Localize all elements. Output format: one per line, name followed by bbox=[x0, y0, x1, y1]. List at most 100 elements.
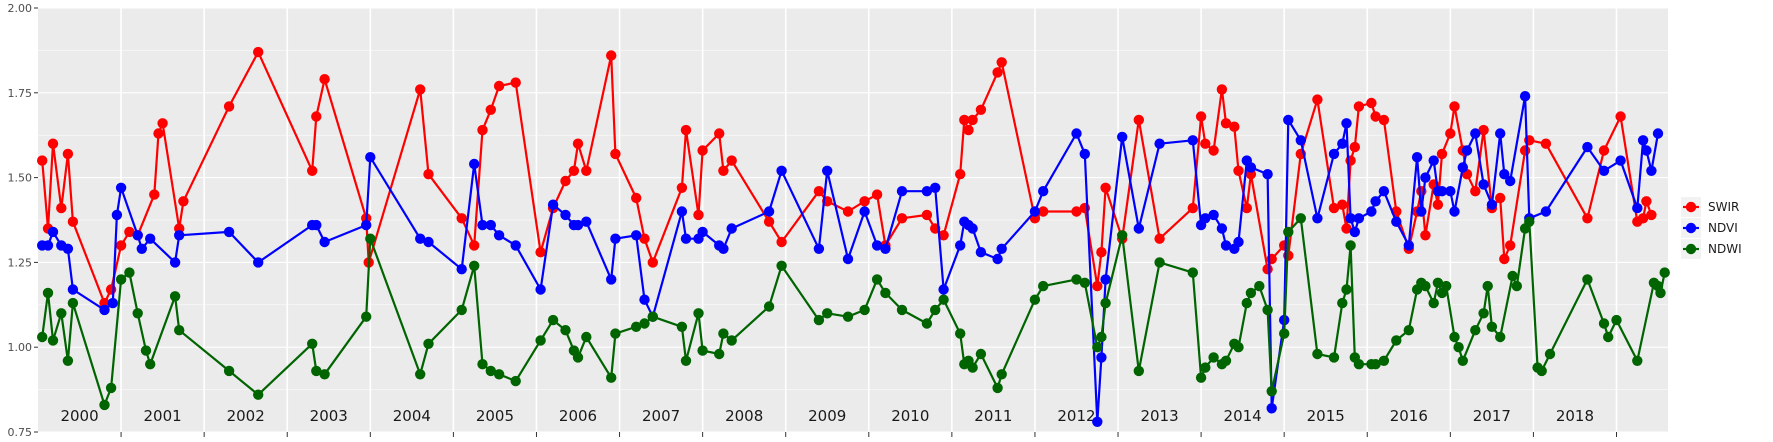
data-point bbox=[921, 209, 933, 221]
data-point bbox=[680, 233, 692, 244]
data-point bbox=[477, 219, 488, 231]
data-point bbox=[1432, 277, 1444, 288]
data-point bbox=[1241, 297, 1253, 309]
year-label: 2002 bbox=[227, 407, 265, 425]
data-point bbox=[1478, 179, 1489, 190]
data-point bbox=[1312, 213, 1323, 224]
data-point bbox=[1092, 280, 1103, 292]
data-point bbox=[822, 165, 833, 176]
data-point bbox=[47, 226, 59, 238]
data-point bbox=[1598, 318, 1610, 329]
data-point bbox=[1403, 325, 1415, 336]
data-point bbox=[996, 57, 1007, 68]
y-tick-label: 2.00 bbox=[8, 2, 33, 15]
data-point bbox=[1349, 226, 1361, 238]
year-label: 2001 bbox=[144, 407, 182, 425]
data-point bbox=[859, 304, 870, 316]
data-point bbox=[1133, 223, 1145, 234]
data-point bbox=[1208, 352, 1219, 363]
data-point bbox=[1524, 216, 1535, 227]
data-point bbox=[1411, 152, 1423, 163]
data-point bbox=[307, 165, 318, 176]
year-label: 2018 bbox=[1556, 407, 1594, 425]
data-point bbox=[1295, 135, 1307, 146]
data-point bbox=[485, 104, 496, 116]
data-point bbox=[967, 114, 978, 126]
data-point bbox=[1295, 213, 1307, 224]
data-point bbox=[967, 223, 978, 234]
data-point bbox=[510, 375, 521, 387]
data-point bbox=[714, 128, 725, 139]
data-point bbox=[132, 230, 143, 241]
series-layer bbox=[37, 46, 1670, 427]
data-point bbox=[493, 230, 505, 241]
data-point bbox=[639, 318, 650, 329]
year-label: 2017 bbox=[1473, 407, 1511, 425]
data-point bbox=[1245, 162, 1257, 173]
data-point bbox=[859, 196, 870, 207]
data-point bbox=[253, 389, 264, 400]
data-point bbox=[1659, 267, 1670, 278]
year-label: 2004 bbox=[393, 407, 431, 425]
data-point bbox=[1312, 348, 1323, 360]
data-point bbox=[535, 335, 546, 346]
x-axis bbox=[120, 432, 1617, 437]
data-point bbox=[415, 233, 426, 244]
data-point bbox=[1482, 280, 1493, 292]
data-point bbox=[1262, 169, 1273, 180]
data-point bbox=[1353, 101, 1365, 112]
year-label: 2016 bbox=[1390, 407, 1428, 425]
legend-marker bbox=[1685, 222, 1697, 234]
data-point bbox=[149, 189, 160, 200]
data-point bbox=[572, 219, 584, 231]
data-point bbox=[676, 321, 688, 332]
data-point bbox=[955, 169, 966, 180]
data-point bbox=[631, 230, 642, 241]
data-point bbox=[1449, 206, 1460, 217]
data-point bbox=[253, 257, 264, 268]
data-point bbox=[1598, 145, 1610, 156]
data-point bbox=[1486, 321, 1498, 332]
data-point bbox=[1096, 247, 1107, 258]
data-point bbox=[1641, 145, 1652, 156]
data-point bbox=[676, 182, 688, 193]
data-point bbox=[776, 260, 787, 271]
data-point bbox=[1499, 169, 1510, 180]
series-line bbox=[41, 217, 1666, 406]
data-point bbox=[1349, 141, 1361, 153]
data-point bbox=[115, 274, 127, 285]
data-point bbox=[975, 348, 987, 360]
data-point bbox=[938, 294, 949, 305]
data-point bbox=[1337, 199, 1348, 210]
year-label: 2012 bbox=[1057, 407, 1095, 425]
data-point bbox=[822, 308, 833, 319]
data-point bbox=[992, 67, 1003, 78]
data-point bbox=[1655, 287, 1666, 299]
data-point bbox=[763, 301, 775, 312]
data-point bbox=[1428, 297, 1439, 309]
data-point bbox=[560, 325, 571, 336]
data-point bbox=[47, 138, 59, 149]
data-point bbox=[1445, 128, 1456, 139]
data-point bbox=[896, 213, 908, 224]
data-point bbox=[776, 236, 787, 248]
legend-marker bbox=[1685, 201, 1697, 213]
data-point bbox=[153, 128, 164, 139]
data-point bbox=[859, 206, 870, 217]
data-point bbox=[606, 50, 617, 61]
data-point bbox=[639, 294, 650, 305]
year-labels: 2000 2001 2002 2003 2004 2005 2006 2007 2008 2009… bbox=[60, 407, 1594, 425]
data-point bbox=[581, 331, 592, 343]
data-point bbox=[1495, 192, 1506, 204]
data-point bbox=[938, 284, 949, 295]
legend-marker bbox=[1685, 243, 1697, 255]
data-point bbox=[1071, 128, 1082, 139]
data-point bbox=[1441, 280, 1452, 292]
data-point bbox=[1079, 148, 1091, 160]
data-point bbox=[99, 399, 110, 411]
data-point bbox=[136, 243, 147, 254]
data-point bbox=[140, 345, 152, 356]
data-point bbox=[1436, 186, 1448, 197]
data-point bbox=[1416, 206, 1427, 217]
data-point bbox=[493, 369, 505, 380]
